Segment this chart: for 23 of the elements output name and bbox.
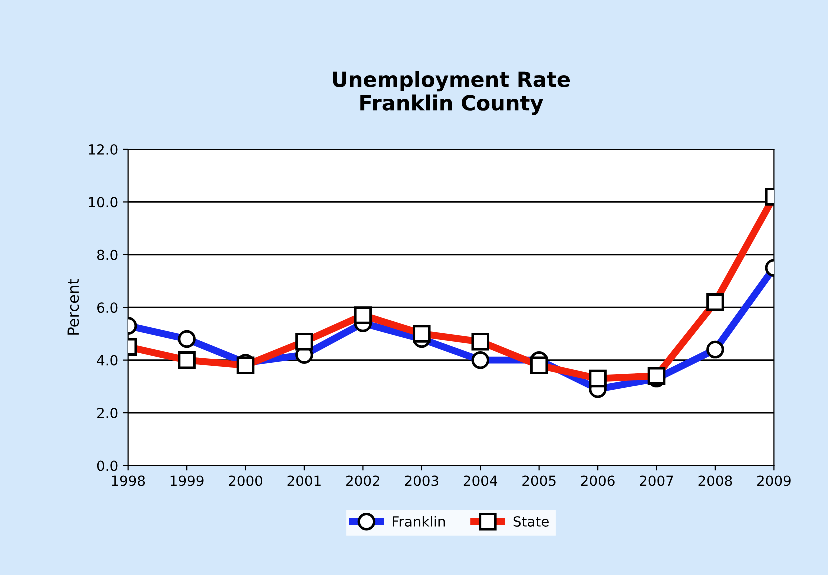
x-tick-label: 1999 [170,476,204,486]
y-tick-label: 10.0 [89,197,118,208]
chart-title: Unemployment Rate Franklin County [333,71,570,116]
x-tick-label: 1998 [112,476,146,486]
legend-label: Franklin [393,516,446,527]
legend-label: State [514,516,549,527]
y-axis-title: Percent [68,279,80,335]
y-tick-label: 6.0 [98,302,118,314]
x-tick-label: 2003 [405,476,438,486]
x-tick-label: 2009 [758,476,791,486]
x-tick-label: 2004 [464,476,498,486]
x-tick-label: 2007 [640,476,674,486]
y-tick-label: 12.0 [89,144,118,155]
x-tick-label: 2006 [581,476,615,486]
x-tick-label: 2000 [229,476,263,486]
x-tick-label: 2002 [346,476,380,486]
x-tick-label: 2008 [698,476,732,486]
x-tick-label: 2001 [288,476,321,486]
y-tick-label: 8.0 [97,250,118,260]
x-tick-label: 2005 [522,476,556,486]
y-tick-label: 4.0 [97,355,118,366]
y-tick-label: 2.0 [98,408,118,419]
y-tick-label: 0.0 [97,460,118,472]
